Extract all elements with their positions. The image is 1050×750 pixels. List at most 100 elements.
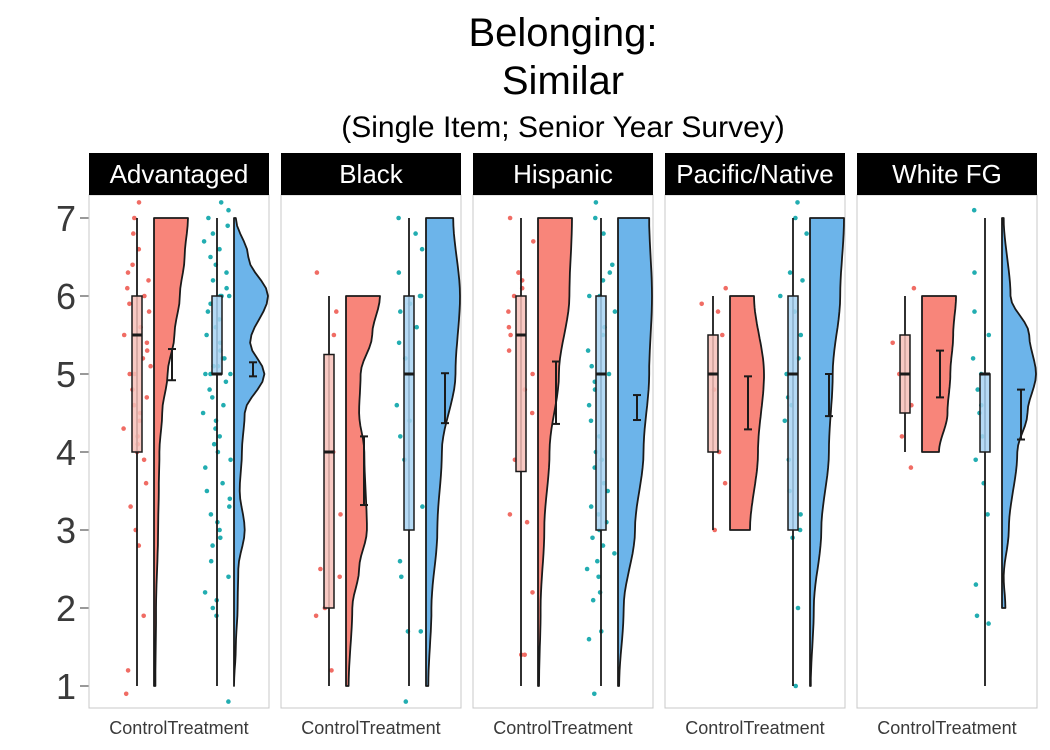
control-point bbox=[125, 285, 130, 291]
control-point bbox=[507, 215, 513, 221]
treatment-point bbox=[210, 278, 216, 283]
treatment-point bbox=[226, 207, 231, 213]
treatment-point bbox=[217, 246, 222, 252]
control-point bbox=[146, 278, 151, 283]
treatment-point bbox=[795, 605, 801, 611]
treatment-point bbox=[588, 418, 594, 424]
y-tick-label: 6 bbox=[56, 276, 76, 317]
control-point bbox=[127, 301, 132, 307]
treatment-density bbox=[233, 217, 269, 687]
control-box bbox=[515, 295, 527, 473]
control-point bbox=[127, 371, 132, 377]
treatment-density bbox=[617, 217, 653, 687]
treatment-point bbox=[210, 395, 215, 400]
control-point bbox=[507, 512, 513, 517]
treatment-point bbox=[227, 496, 233, 502]
control-point bbox=[715, 309, 721, 314]
treatment-box bbox=[979, 373, 991, 453]
treatment-point bbox=[590, 535, 595, 541]
treatment-point bbox=[607, 270, 613, 275]
treatment-point bbox=[588, 504, 594, 509]
treatment-point bbox=[397, 558, 403, 564]
control-box bbox=[323, 353, 335, 609]
treatment-point bbox=[398, 434, 403, 439]
control-point bbox=[506, 324, 512, 330]
treatment-point bbox=[394, 402, 400, 408]
control-point bbox=[338, 512, 343, 517]
control-point bbox=[144, 395, 150, 400]
control-density bbox=[153, 217, 189, 687]
treatment-point bbox=[210, 231, 216, 236]
control-box bbox=[707, 334, 719, 453]
treatment-point bbox=[396, 340, 402, 346]
control-point bbox=[911, 285, 917, 291]
treatment-point bbox=[586, 636, 592, 642]
treatment-point bbox=[420, 504, 425, 509]
treatment-point bbox=[203, 465, 208, 470]
treatment-point bbox=[971, 207, 977, 213]
treatment-point bbox=[208, 254, 213, 260]
treatment-point bbox=[211, 441, 217, 447]
facet-panel: White FG ControlTreatment bbox=[856, 153, 1038, 738]
facet-strip bbox=[281, 153, 461, 195]
treatment-point bbox=[226, 574, 231, 580]
treatment-point bbox=[227, 504, 232, 509]
control-point bbox=[314, 270, 320, 275]
control-point bbox=[141, 613, 146, 619]
treatment-point bbox=[778, 293, 783, 299]
treatment-point bbox=[217, 527, 222, 533]
treatment-point bbox=[973, 582, 979, 587]
x-tick-labels: ControlTreatment bbox=[493, 718, 632, 738]
treatment-point bbox=[225, 223, 230, 229]
treatment-point bbox=[804, 231, 809, 236]
treatment-point bbox=[221, 402, 226, 408]
x-tick-labels: ControlTreatment bbox=[301, 718, 440, 738]
control-density bbox=[537, 217, 573, 687]
chart-subtitle: (Single Item; Senior Year Survey) bbox=[341, 111, 785, 144]
treatment-point bbox=[218, 535, 223, 541]
chart-title-line2: Similar bbox=[502, 59, 624, 103]
treatment-point bbox=[399, 574, 404, 580]
treatment-point bbox=[418, 293, 424, 299]
control-point bbox=[313, 613, 319, 619]
treatment-point bbox=[220, 480, 225, 486]
control-point bbox=[121, 332, 127, 338]
treatment-point bbox=[222, 356, 227, 361]
y-tick-label: 2 bbox=[56, 588, 76, 629]
facet-label: Hispanic bbox=[513, 159, 613, 189]
treatment-point bbox=[223, 379, 229, 385]
treatment-point bbox=[418, 629, 424, 634]
x-tick-labels: ControlTreatment bbox=[877, 718, 1016, 738]
treatment-point bbox=[208, 558, 214, 564]
control-point bbox=[334, 309, 339, 314]
treatment-point bbox=[601, 231, 606, 236]
treatment-point bbox=[793, 683, 798, 689]
control-point bbox=[141, 457, 147, 463]
treatment-point bbox=[586, 402, 592, 408]
treatment-point bbox=[972, 309, 977, 314]
treatment-point bbox=[610, 262, 615, 268]
treatment-point bbox=[584, 566, 590, 572]
treatment-point bbox=[226, 293, 232, 299]
control-point bbox=[506, 309, 511, 314]
facet-label: Black bbox=[339, 159, 404, 189]
control-point bbox=[143, 480, 149, 486]
treatment-box bbox=[403, 295, 415, 531]
control-point bbox=[331, 332, 337, 338]
treatment-point bbox=[587, 293, 592, 299]
control-point bbox=[699, 301, 704, 307]
treatment-point bbox=[798, 512, 803, 517]
treatment-point bbox=[208, 512, 214, 517]
treatment-point bbox=[974, 613, 980, 619]
treatment-point bbox=[973, 457, 978, 463]
treatment-box bbox=[211, 295, 223, 375]
control-point bbox=[908, 465, 914, 470]
treatment-point bbox=[204, 332, 209, 338]
y-tick-label: 7 bbox=[56, 198, 76, 239]
treatment-point bbox=[797, 527, 803, 533]
control-point bbox=[530, 590, 535, 595]
treatment-point bbox=[396, 215, 401, 221]
control-box bbox=[131, 295, 143, 453]
treatment-point bbox=[590, 597, 596, 603]
treatment-point bbox=[589, 363, 594, 369]
